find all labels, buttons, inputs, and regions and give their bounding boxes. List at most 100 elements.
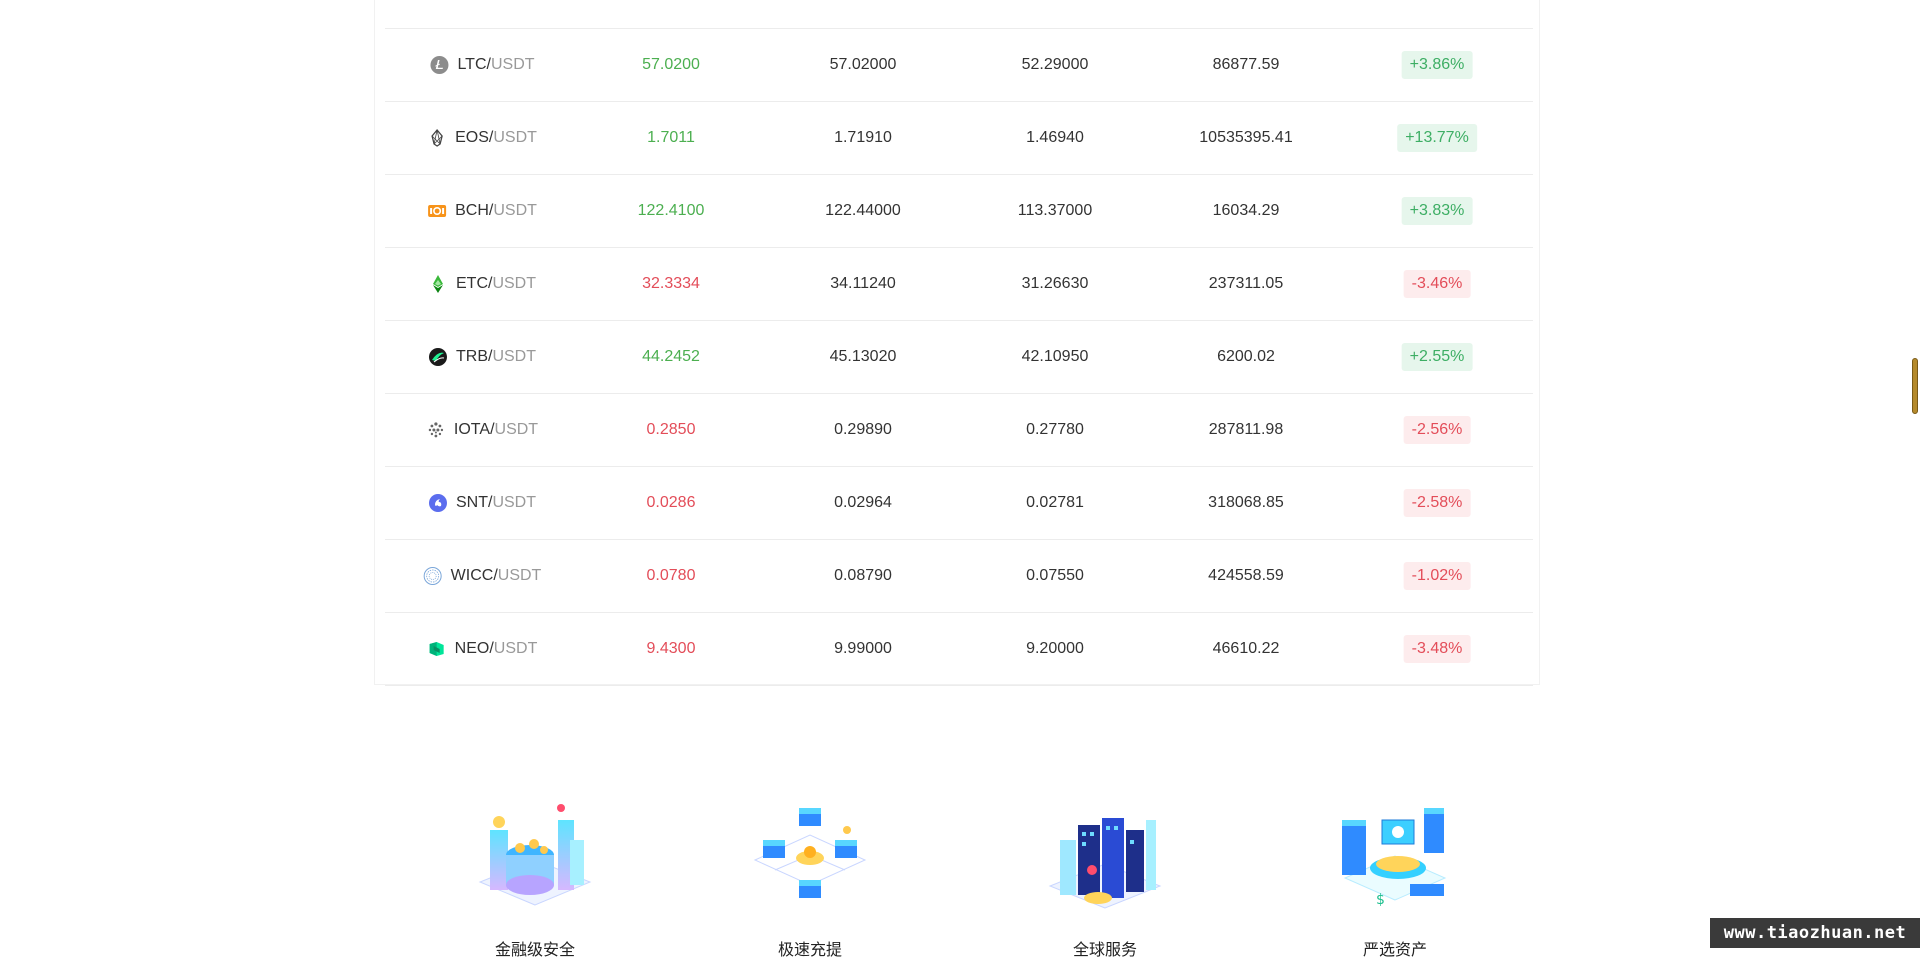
last-price: 9.4300: [646, 640, 696, 657]
pair-quote: USDT: [493, 129, 537, 146]
feature-curated: $ 严选资产: [1310, 800, 1480, 959]
fast-withdrawal-isometric-icon: [753, 808, 867, 898]
table-row[interactable]: ETC/USDT 32.3334 34.11240 31.26630 237311.05…: [385, 248, 1533, 321]
last-price: 0.2850: [646, 421, 696, 438]
high-price: 122.44000: [825, 202, 901, 219]
pair-base: NEO: [454, 640, 490, 657]
change-badge: -3.46%: [1403, 270, 1471, 298]
pair-base: LTC: [457, 56, 487, 73]
pair-separator: /: [490, 421, 495, 438]
change-badge: +2.55%: [1401, 343, 1473, 371]
pair-label: WICC/USDT: [451, 567, 542, 585]
change-badge: -1.02%: [1403, 562, 1471, 590]
pair-cell: BCH/USDT: [427, 175, 537, 247]
pair-label: LTC/USDT: [457, 56, 534, 74]
pair-cell: WICC/USDT: [423, 540, 542, 612]
change-cell: -1.02%: [1403, 540, 1471, 612]
table-row[interactable]: EOS/USDT 1.7011 1.71910 1.46940 10535395.41 +…: [385, 102, 1533, 175]
pair-label: NEO/USDT: [455, 640, 538, 658]
volume: 237311.05: [1208, 275, 1284, 292]
trb-icon: [428, 347, 448, 367]
last-price: 1.7011: [647, 129, 695, 146]
change-badge: +13.77%: [1397, 124, 1477, 152]
low-price: 1.46940: [1026, 129, 1084, 146]
pair-base: ETC: [455, 275, 488, 292]
pair-quote: USDT: [492, 348, 537, 365]
change-cell: +3.86%: [1401, 29, 1473, 101]
volume: 10535395.41: [1199, 129, 1293, 146]
change-cell: -3.46%: [1403, 248, 1471, 320]
neo-icon: [427, 639, 447, 659]
low-price: 9.20000: [1026, 640, 1084, 657]
high-price: 34.11240: [830, 275, 896, 292]
change-cell: -2.56%: [1403, 394, 1471, 466]
change-badge: -2.56%: [1403, 416, 1471, 444]
pair-cell: TRB/USDT: [428, 321, 536, 393]
pair-label: SNT/USDT: [456, 494, 536, 512]
high-price: 0.02964: [834, 494, 892, 511]
pair-base: WICC: [450, 567, 494, 584]
svg-text:$: $: [1376, 892, 1385, 908]
pair-separator: /: [487, 348, 493, 365]
low-price: 31.26630: [1021, 275, 1089, 292]
pair-cell: ETC/USDT: [428, 248, 536, 320]
high-price: 0.29890: [834, 421, 892, 438]
page-scrollbar-thumb[interactable]: [1912, 358, 1918, 414]
table-row[interactable]: SNT/USDT 0.0286 0.02964 0.02781 318068.85 -2.…: [385, 467, 1533, 540]
pair-base: BCH: [455, 202, 489, 219]
high-price: 9.99000: [834, 640, 892, 657]
table-row[interactable]: IOTA/USDT 0.2850 0.29890 0.27780 287811.98 -2…: [385, 394, 1533, 467]
table-row[interactable]: NEO/USDT 9.4300 9.99000 9.20000 46610.22 -3.4…: [385, 613, 1533, 686]
volume: 318068.85: [1208, 494, 1284, 511]
pair-quote: USDT: [490, 56, 535, 73]
feature-security: 金融级安全: [450, 800, 620, 959]
pair-base: SNT: [455, 494, 488, 511]
pair-separator: /: [489, 640, 494, 657]
table-row[interactable]: WICC/USDT 0.0780 0.08790 0.07550 424558.59 -1…: [385, 540, 1533, 613]
feature-label-fast: 极速充提: [777, 942, 842, 959]
low-price: 0.07550: [1026, 567, 1084, 584]
high-price: 57.02000: [829, 56, 897, 73]
feature-label-curated: 严选资产: [1362, 942, 1427, 959]
table-row[interactable]: BCH/USDT 122.4100 122.44000 113.37000 16034.…: [385, 175, 1533, 248]
pair-base: EOS: [455, 129, 489, 146]
change-cell: +2.55%: [1401, 321, 1473, 393]
pair-separator: /: [487, 275, 493, 292]
pair-separator: /: [493, 567, 498, 584]
pair-quote: USDT: [493, 202, 537, 219]
market-rows: LTC/USDT 57.0200 57.02000 52.29000 86877.59 +…: [385, 0, 1533, 686]
table-row[interactable]: LTC/USDT 57.0200 57.02000 52.29000 86877.59 +…: [385, 29, 1533, 102]
ltc-icon: [429, 55, 449, 75]
high-price: 0.08790: [834, 567, 892, 584]
pair-quote: USDT: [493, 640, 538, 657]
bch-icon: [427, 201, 447, 221]
low-price: 113.37000: [1017, 202, 1093, 219]
change-cell: -2.58%: [1403, 467, 1471, 539]
change-badge: -3.48%: [1403, 635, 1471, 663]
pair-cell: EOS/USDT: [427, 102, 537, 174]
features-section: 金融级安全 极速充提 全球服务: [0, 800, 1920, 959]
market-table: LTC/USDT 57.0200 57.02000 52.29000 86877.59 +…: [374, 0, 1540, 686]
change-cell: -3.48%: [1403, 613, 1471, 685]
pair-label: EOS/USDT: [455, 129, 537, 147]
high-price: 45.13020: [829, 348, 897, 365]
table-row-partial[interactable]: [385, 0, 1533, 29]
last-price: 57.0200: [642, 56, 700, 73]
pair-label: TRB/USDT: [456, 348, 536, 366]
feature-label-global: 全球服务: [1072, 942, 1137, 959]
change-cell: +3.83%: [1401, 175, 1473, 247]
pair-separator: /: [486, 56, 491, 73]
pair-base: TRB: [455, 348, 488, 365]
curated-assets-isometric-icon: $: [1342, 808, 1447, 908]
eos-icon: [427, 128, 447, 148]
last-price: 0.0286: [646, 494, 696, 511]
last-price: 122.4100: [637, 202, 705, 219]
table-row[interactable]: TRB/USDT 44.2452 45.13020 42.10950 6200.02 +2…: [385, 321, 1533, 394]
watermark: www.tiaozhuan.net: [1710, 918, 1920, 948]
pair-label: IOTA/USDT: [454, 421, 538, 439]
low-price: 0.27780: [1026, 421, 1084, 438]
pair-cell: NEO/USDT: [427, 613, 538, 685]
change-cell: +13.77%: [1397, 102, 1477, 174]
iota-icon: [426, 420, 446, 440]
volume: 16034.29: [1212, 202, 1280, 219]
